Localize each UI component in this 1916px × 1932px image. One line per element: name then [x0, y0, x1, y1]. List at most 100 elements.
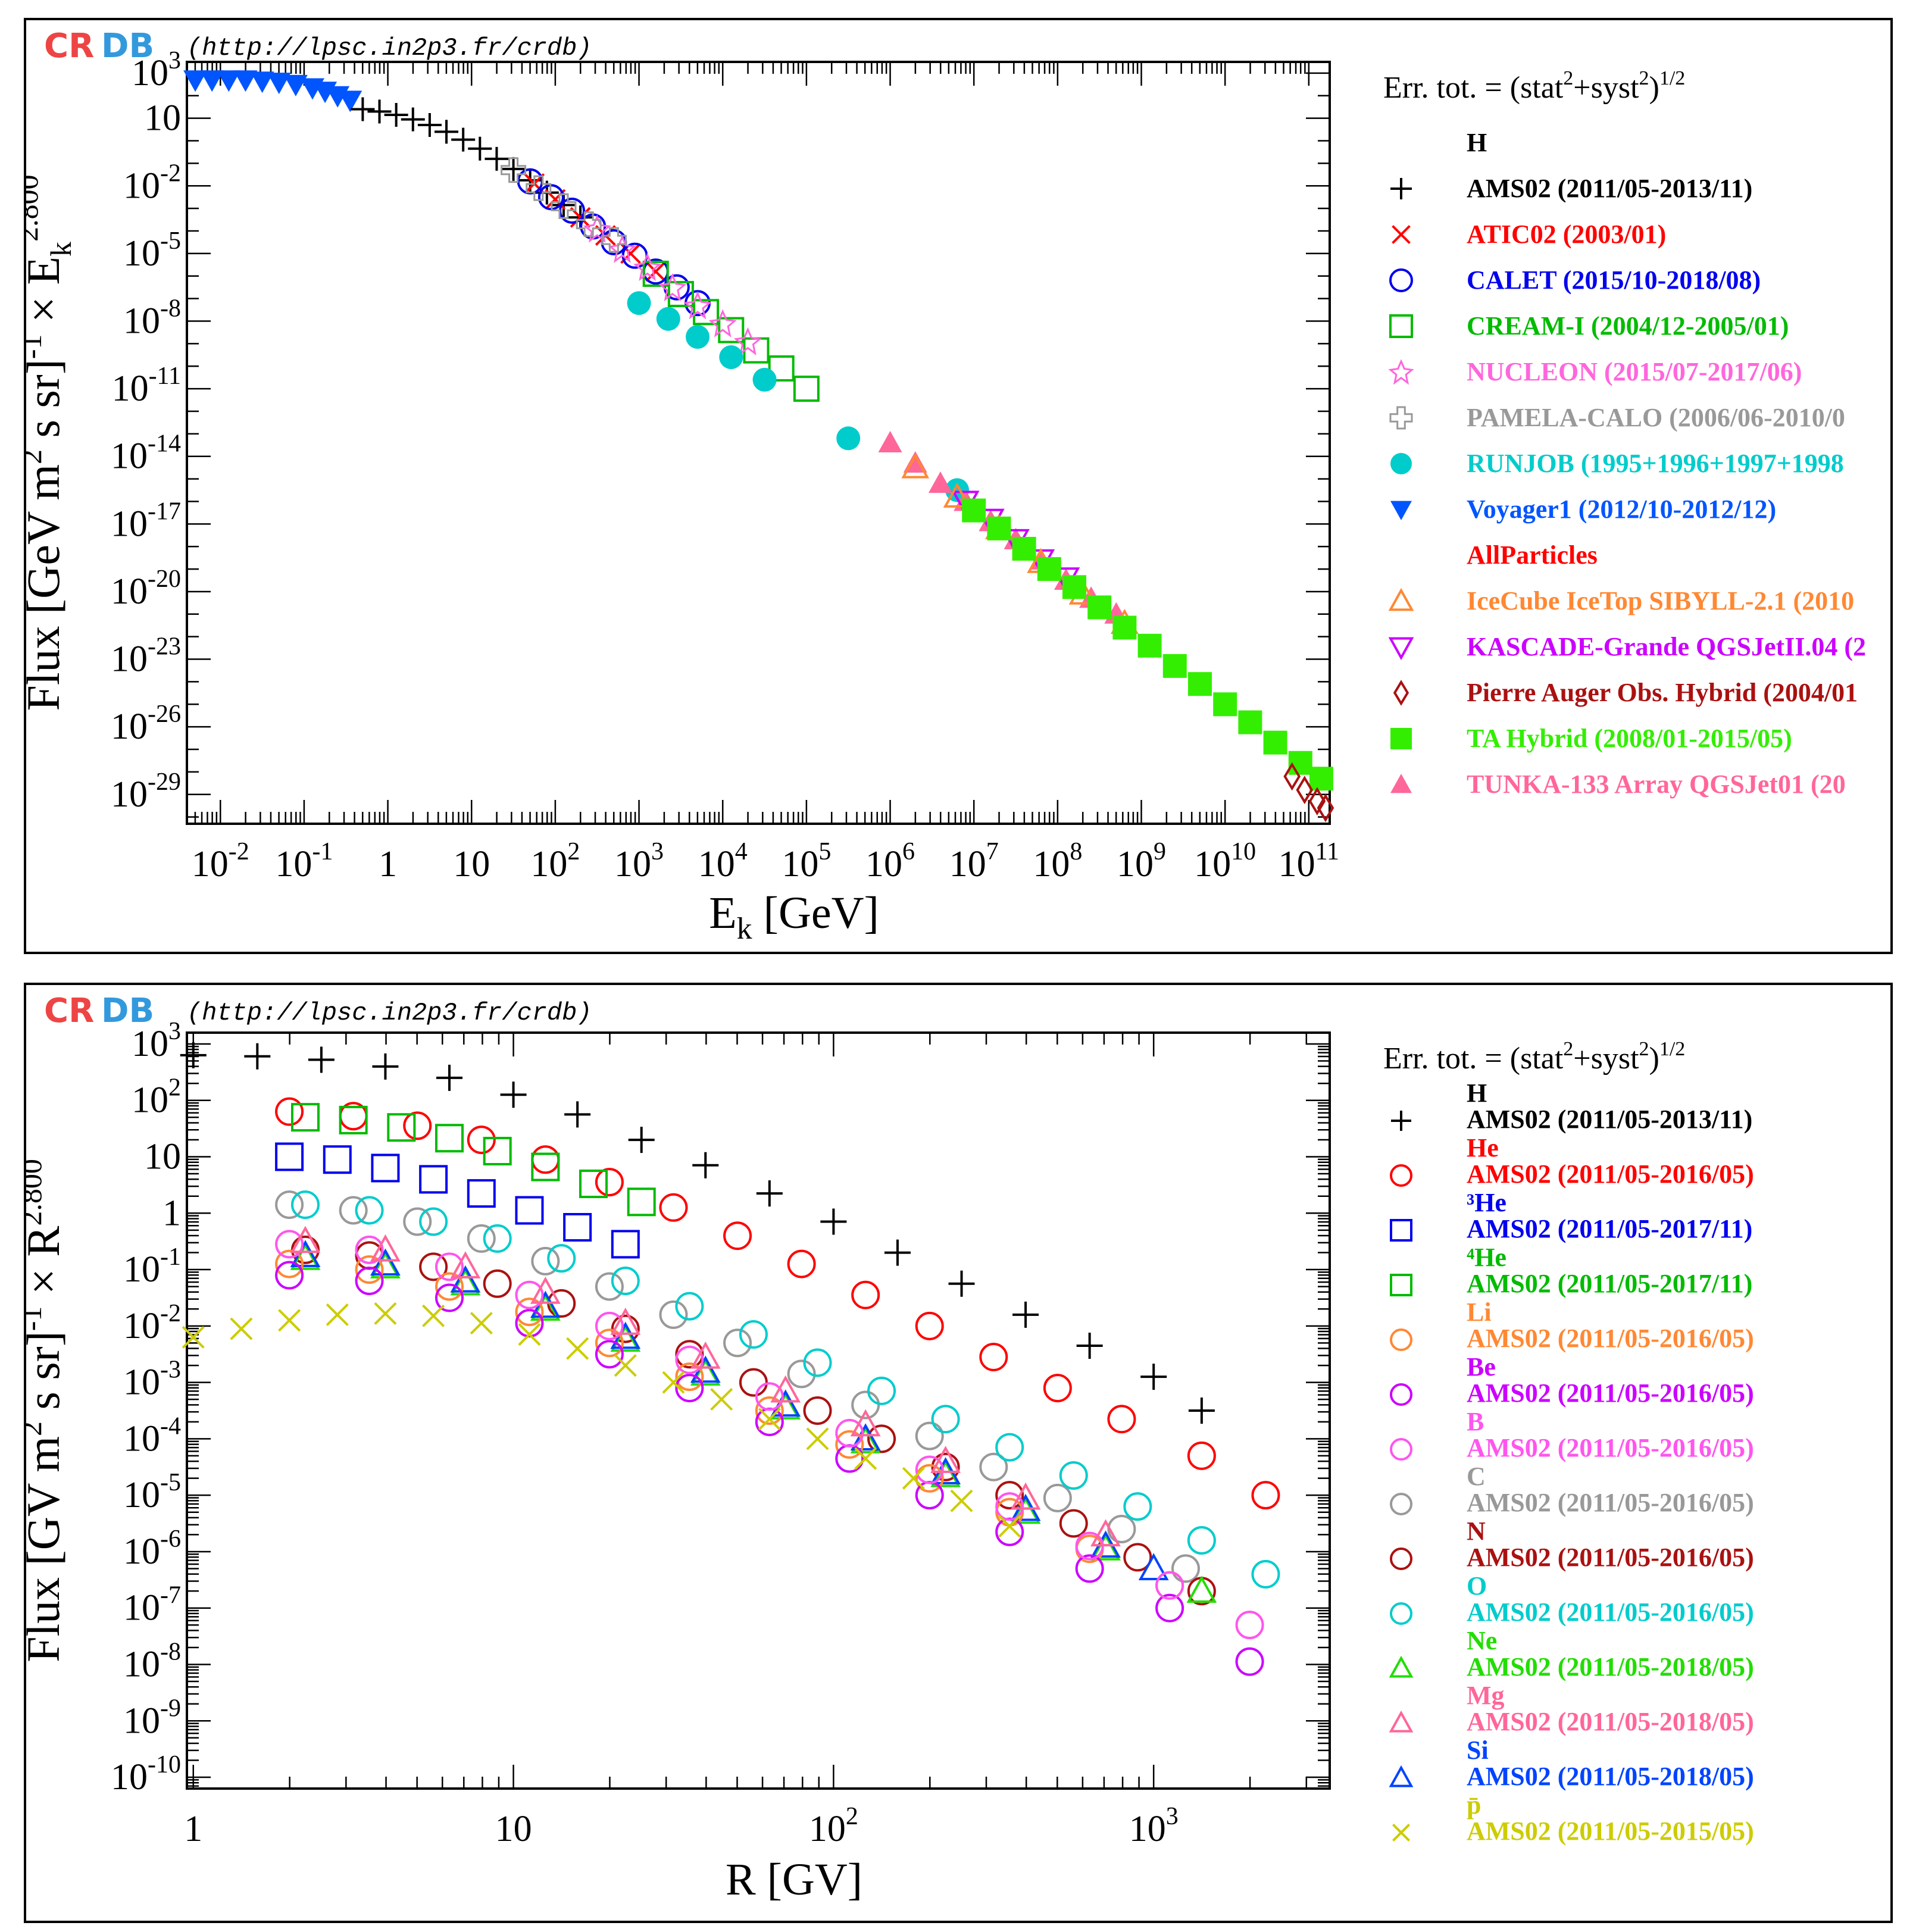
series-h — [180, 1042, 1215, 1424]
data-point — [950, 1489, 973, 1512]
y-tick-label: 10-26 — [111, 701, 181, 747]
data-point — [515, 1298, 544, 1327]
data-point — [1188, 1398, 1215, 1424]
x-tick-exp: 4 — [735, 838, 748, 865]
legend-label: AMS02 (2011/05-2016/05) — [1467, 1488, 1754, 1517]
data-point — [1107, 1405, 1136, 1434]
y-tick-exp: -29 — [148, 768, 181, 796]
legend-marker — [1390, 1274, 1412, 1296]
series-be — [275, 1261, 1264, 1676]
x-tick-base: 10 — [495, 1809, 532, 1849]
data-point — [467, 1224, 496, 1253]
data-point — [435, 1272, 464, 1301]
data-point — [275, 1142, 304, 1171]
data-point — [793, 376, 820, 402]
data-point — [948, 1270, 975, 1297]
data-point — [854, 1447, 877, 1470]
data-point — [275, 1261, 304, 1290]
data-point — [308, 1046, 335, 1073]
x-tick-exp: 3 — [651, 838, 664, 865]
data-point — [611, 1314, 640, 1343]
data-point — [1076, 1333, 1103, 1359]
data-point — [930, 1459, 961, 1487]
data-point — [835, 1430, 864, 1459]
legend-marker — [1388, 637, 1414, 661]
data-point — [755, 1396, 784, 1425]
data-point — [628, 1127, 655, 1153]
data-point — [1012, 536, 1036, 561]
data-point — [1059, 1461, 1088, 1490]
series-ams02-h — [351, 97, 593, 230]
data-point — [995, 1433, 1024, 1462]
legend-marker — [1392, 1823, 1411, 1842]
x-tick-exp: 9 — [1154, 838, 1166, 865]
data-point — [530, 1276, 561, 1304]
data-point — [755, 1382, 784, 1411]
legend-label: TUNKA-133 Array QGSJet01 (20 — [1467, 770, 1846, 799]
data-point — [756, 1180, 783, 1207]
data-point — [1059, 1509, 1088, 1538]
data-point — [987, 516, 1011, 540]
x-tick-base: 10 — [530, 844, 567, 884]
data-point — [250, 71, 274, 93]
data-point — [351, 97, 375, 121]
series-ta-hybrid — [962, 498, 1333, 791]
y-tick-label: 10-6 — [123, 1525, 181, 1572]
data-point — [1187, 1441, 1216, 1470]
data-point — [610, 1324, 641, 1352]
data-point — [850, 1423, 881, 1450]
data-point — [200, 70, 224, 92]
series-si — [290, 1240, 1169, 1580]
data-point — [467, 1126, 496, 1155]
data-point — [1087, 595, 1112, 620]
legend-marker — [1390, 1493, 1412, 1515]
data-point — [1140, 1364, 1167, 1390]
y-title-sup: 2 — [26, 449, 48, 464]
y-tick-label: 10-9 — [123, 1695, 181, 1741]
data-point — [962, 498, 986, 523]
data-point — [915, 1455, 944, 1484]
data-point — [422, 1304, 445, 1327]
data-point — [367, 99, 392, 124]
y-title-b: s sr] — [26, 1331, 69, 1421]
data-point — [1213, 692, 1237, 717]
data-point — [1062, 575, 1086, 599]
data-point — [718, 317, 745, 343]
x-tick-base: 10 — [275, 844, 312, 884]
data-point — [451, 127, 476, 152]
series-li — [275, 1249, 1184, 1600]
data-point — [180, 1042, 207, 1068]
data-point — [450, 1265, 481, 1293]
y-tick-base: 10 — [144, 1137, 181, 1177]
data-point — [995, 1517, 1024, 1546]
y-tick-exp: -4 — [160, 1412, 181, 1440]
logo-db: DB — [101, 27, 154, 65]
data-point — [244, 1043, 271, 1070]
data-point — [419, 1165, 448, 1194]
series-he — [275, 1097, 1280, 1510]
data-point — [1010, 1496, 1041, 1524]
y-axis-title: Flux [GV m2 s sr]-1 × R2.800 — [26, 1159, 69, 1662]
legend-marker — [1390, 453, 1412, 474]
data-point — [768, 355, 795, 382]
y-title-sup: 2 — [26, 1421, 48, 1436]
x-tick-label: 102 — [530, 838, 580, 884]
data-point — [339, 1196, 368, 1225]
y-tick-base: 10 — [111, 571, 148, 612]
data-point — [370, 1251, 401, 1278]
data-point — [355, 1255, 384, 1284]
y-tick-exp: -10 — [148, 1751, 181, 1778]
data-point — [915, 1421, 944, 1450]
y-tick-exp: 3 — [168, 47, 181, 74]
data-point — [1155, 1593, 1184, 1622]
y-tick-label: 10-20 — [111, 565, 181, 612]
x-tick-exp: 6 — [902, 838, 915, 865]
legend-header-a: Err. tot. = (stat — [1383, 1042, 1564, 1076]
data-point — [275, 1249, 304, 1278]
x-axis-title: R [GV] — [726, 1855, 862, 1905]
y-tick-exp: -1 — [160, 1243, 181, 1271]
x-tick-label: 106 — [865, 838, 915, 884]
data-point — [417, 113, 442, 137]
data-point — [518, 1323, 541, 1346]
